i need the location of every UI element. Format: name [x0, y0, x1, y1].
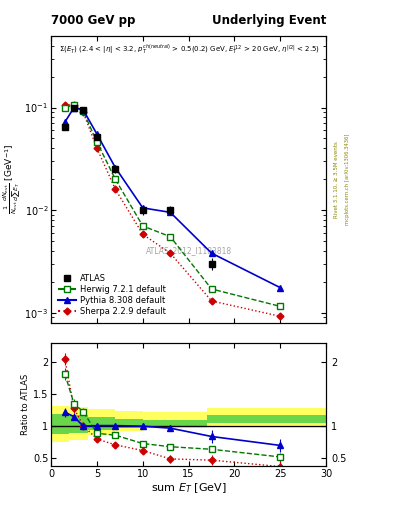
- Bar: [70, 415, 88, 433]
- Text: mcplots.cern.ch [arXiv:1306.3436]: mcplots.cern.ch [arXiv:1306.3436]: [345, 134, 350, 225]
- Bar: [51, 406, 70, 442]
- Text: 7000 GeV pp: 7000 GeV pp: [51, 14, 136, 27]
- Bar: [88, 417, 115, 430]
- Bar: [207, 415, 326, 423]
- Bar: [70, 407, 88, 440]
- Bar: [88, 409, 115, 435]
- Text: Underlying Event: Underlying Event: [212, 14, 326, 27]
- Y-axis label: Ratio to ATLAS: Ratio to ATLAS: [21, 374, 30, 435]
- Bar: [207, 409, 326, 425]
- Legend: ATLAS, Herwig 7.2.1 default, Pythia 8.308 default, Sherpa 2.2.9 default: ATLAS, Herwig 7.2.1 default, Pythia 8.30…: [55, 271, 169, 318]
- X-axis label: sum $E_T$ [GeV]: sum $E_T$ [GeV]: [151, 481, 226, 495]
- Bar: [115, 419, 143, 428]
- Text: $\Sigma(E_T)$ (2.4 < |$\eta$| < 3.2, $p_T^{ch(neutral)}$ > 0.5(0.2) GeV, $E_T^{l: $\Sigma(E_T)$ (2.4 < |$\eta$| < 3.2, $p_…: [59, 41, 320, 55]
- Bar: [143, 412, 207, 428]
- Y-axis label: $\frac{1}{N_\mathrm{evt}}\frac{dN_\mathrm{evt}}{d\sum E_T}$ [GeV$^{-1}$]: $\frac{1}{N_\mathrm{evt}}\frac{dN_\mathr…: [2, 144, 23, 215]
- Bar: [143, 420, 207, 426]
- Text: ATLAS_2012_I1183818: ATLAS_2012_I1183818: [145, 246, 232, 255]
- Bar: [51, 414, 70, 434]
- Bar: [115, 411, 143, 431]
- Text: Rivet 3.1.10, ≥ 3.5M events: Rivet 3.1.10, ≥ 3.5M events: [334, 141, 338, 218]
